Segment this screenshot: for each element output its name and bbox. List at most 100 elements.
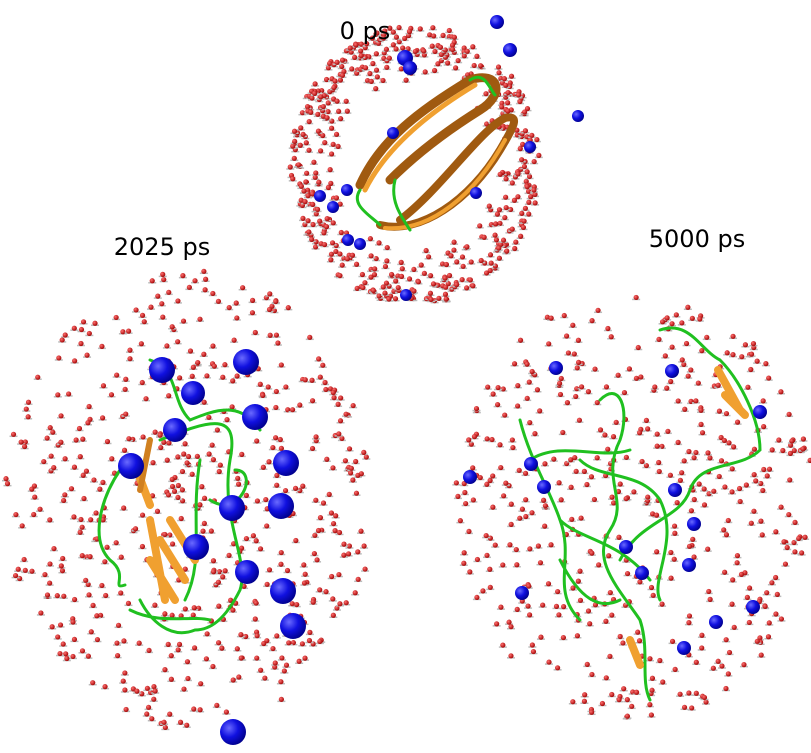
oxygen [618,481,623,486]
oxygen [748,367,753,372]
oxygen [143,396,148,401]
oxygen [647,656,652,661]
oxygen [386,296,391,301]
water [777,504,785,509]
water [248,310,256,315]
oxygen [389,272,394,277]
water [169,541,177,546]
water [113,640,121,645]
ion [635,566,649,580]
water [222,709,230,714]
oxygen [726,440,731,445]
ion [490,15,504,29]
water [145,648,153,653]
water [383,245,391,250]
water [721,570,729,575]
oxygen [181,318,186,323]
water [431,68,439,73]
water [688,316,696,321]
oxygen [323,387,328,392]
water [644,494,652,499]
oxygen [512,198,517,203]
oxygen [561,635,566,640]
ribbon-0b [365,85,475,190]
oxygen [634,690,639,695]
water [249,298,257,303]
oxygen [402,36,407,41]
water [362,454,370,459]
oxygen [730,334,735,339]
oxygen [443,285,448,290]
water [646,656,654,661]
oxygen [81,319,86,324]
water [669,639,677,644]
oxygen [624,455,629,460]
water [61,456,69,461]
oxygen [195,454,200,459]
oxygen [497,256,502,261]
oxygen [413,49,418,54]
ion [219,495,245,521]
water [50,465,58,470]
water [112,540,120,545]
oxygen [705,450,710,455]
oxygen [212,364,217,369]
water [354,577,362,582]
oxygen [279,697,284,702]
oxygen [670,344,675,349]
water [501,412,509,417]
water [578,384,586,389]
water [335,109,343,114]
oxygen [767,620,772,625]
water [41,572,49,577]
water [489,391,497,396]
oxygen [331,613,336,618]
water [659,679,667,684]
oxygen [430,25,435,30]
oxygen [134,689,139,694]
oxygen [515,171,520,176]
oxygen [604,384,609,389]
water [319,500,327,505]
water [606,590,614,595]
water [60,498,68,503]
oxygen [462,550,467,555]
oxygen [358,48,363,53]
oxygen [569,485,574,490]
water [89,603,97,608]
water [259,393,267,398]
oxygen [492,232,497,237]
water [483,553,491,558]
water [684,373,692,378]
water [610,434,618,439]
oxygen [711,489,716,494]
oxygen [656,460,661,465]
oxygen [84,469,89,474]
oxygen [265,582,270,587]
oxygen [89,629,94,634]
oxygen [694,691,699,696]
oxygen [81,473,86,478]
water [165,393,173,398]
water [685,690,693,695]
oxygen [363,65,368,70]
water [392,35,400,40]
oxygen [471,497,476,502]
water [59,641,67,646]
oxygen [55,593,60,598]
oxygen [114,640,119,645]
water [188,374,196,379]
oxygen [384,47,389,52]
water [269,646,277,651]
oxygen [609,495,614,500]
water [366,236,374,241]
oxygen [303,179,308,184]
water [282,384,290,389]
oxygen [399,260,404,265]
oxygen [223,568,228,573]
oxygen [309,95,314,100]
water [722,686,730,691]
water [694,380,702,385]
oxygen [554,604,559,609]
oxygen [251,533,256,538]
